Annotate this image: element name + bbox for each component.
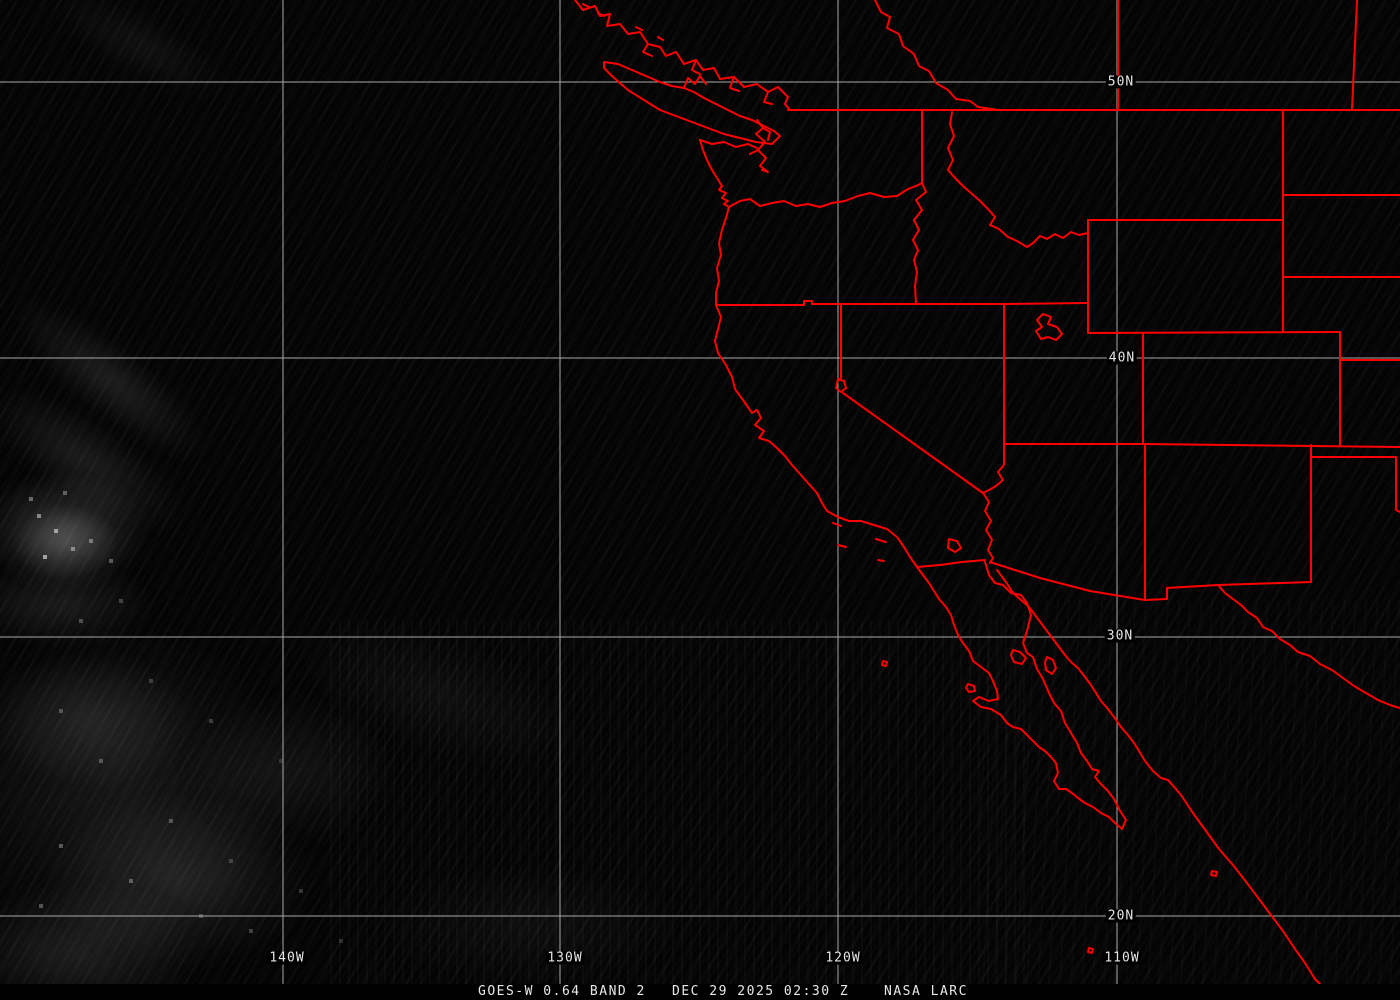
42n-border bbox=[715, 300, 1089, 306]
idaho-montana-border bbox=[947, 111, 1089, 248]
washington-oregon-border bbox=[728, 182, 923, 208]
lat-label-20n: 20N bbox=[1105, 908, 1137, 924]
rio-grande bbox=[1217, 584, 1400, 709]
scan-noise-vertical bbox=[330, 620, 1030, 984]
caption-datetime: DEC 29 2025 02:30 Z bbox=[672, 984, 850, 999]
coastlines bbox=[574, 0, 962, 667]
bc-islands bbox=[582, 3, 664, 41]
newmexico-texas-border bbox=[1217, 456, 1312, 586]
gulf-island bbox=[1010, 649, 1027, 665]
sonora-coast bbox=[996, 569, 1322, 986]
bc-fjord bbox=[763, 91, 773, 105]
bc-fjord bbox=[729, 76, 740, 92]
california-mexico-border bbox=[916, 559, 986, 568]
baja-east-coast bbox=[984, 561, 1127, 830]
great-salt-lake bbox=[1035, 313, 1063, 341]
california-coast bbox=[714, 304, 918, 568]
lon-label-110w: 110W bbox=[1102, 950, 1142, 966]
lake-tahoe bbox=[835, 378, 847, 393]
oklahoma-texas-panhandle-border bbox=[1310, 444, 1400, 513]
salton-sea bbox=[947, 538, 962, 553]
california-nevada-diagonal-border bbox=[842, 392, 984, 494]
arizona-mexico-border bbox=[989, 561, 1146, 601]
lon-label-120w: 120W bbox=[823, 950, 863, 966]
scan-noise-vertical-2 bbox=[980, 600, 1400, 984]
vancouver-island bbox=[603, 61, 781, 145]
lat-label-40n: 40N bbox=[1106, 350, 1138, 366]
cedros-island bbox=[965, 683, 976, 693]
caption-bar: GOES-W 0.64 BAND 2 DEC 29 2025 02:30 Z N… bbox=[0, 984, 1400, 1000]
41n-border bbox=[1087, 331, 1341, 334]
nevada-arizona-border bbox=[982, 442, 1005, 494]
gulf-island-angel bbox=[1044, 656, 1057, 675]
baja-west-coast bbox=[916, 566, 1123, 830]
tres-marias-islands bbox=[1087, 947, 1094, 954]
37n-border bbox=[1144, 443, 1400, 448]
oregon-idaho-border bbox=[912, 182, 927, 305]
lon-label-140w: 140W bbox=[267, 950, 307, 966]
puget-sound-inlets bbox=[749, 127, 771, 155]
lat-label-50n: 50N bbox=[1105, 74, 1137, 90]
us-state-borders bbox=[715, 109, 1400, 601]
channel-islands bbox=[832, 522, 887, 562]
lon-label-130w: 130W bbox=[545, 950, 585, 966]
juan-de-fuca-strait bbox=[699, 139, 758, 149]
bc-alberta-border bbox=[874, 0, 999, 111]
bc-mainland-coast bbox=[574, 0, 791, 111]
oregon-coast bbox=[715, 206, 730, 306]
colorado-river-border bbox=[982, 492, 994, 564]
mexico-borders bbox=[916, 559, 1400, 986]
canada-borders bbox=[787, 0, 1400, 111]
bc-fjord bbox=[691, 59, 701, 75]
guadalupe-island bbox=[881, 660, 888, 667]
saskatchewan-manitoba-border bbox=[1351, 0, 1358, 110]
sonora-island bbox=[1210, 870, 1218, 877]
caption-product: GOES-W 0.64 BAND 2 bbox=[478, 984, 646, 999]
washington-coast bbox=[699, 139, 730, 208]
discovery-islands bbox=[683, 75, 707, 89]
newmexico-mexico-border bbox=[1144, 584, 1219, 601]
caption-credit: NASA LARC bbox=[884, 984, 968, 999]
lat-label-30n: 30N bbox=[1104, 628, 1136, 644]
bc-fjord bbox=[642, 43, 653, 57]
